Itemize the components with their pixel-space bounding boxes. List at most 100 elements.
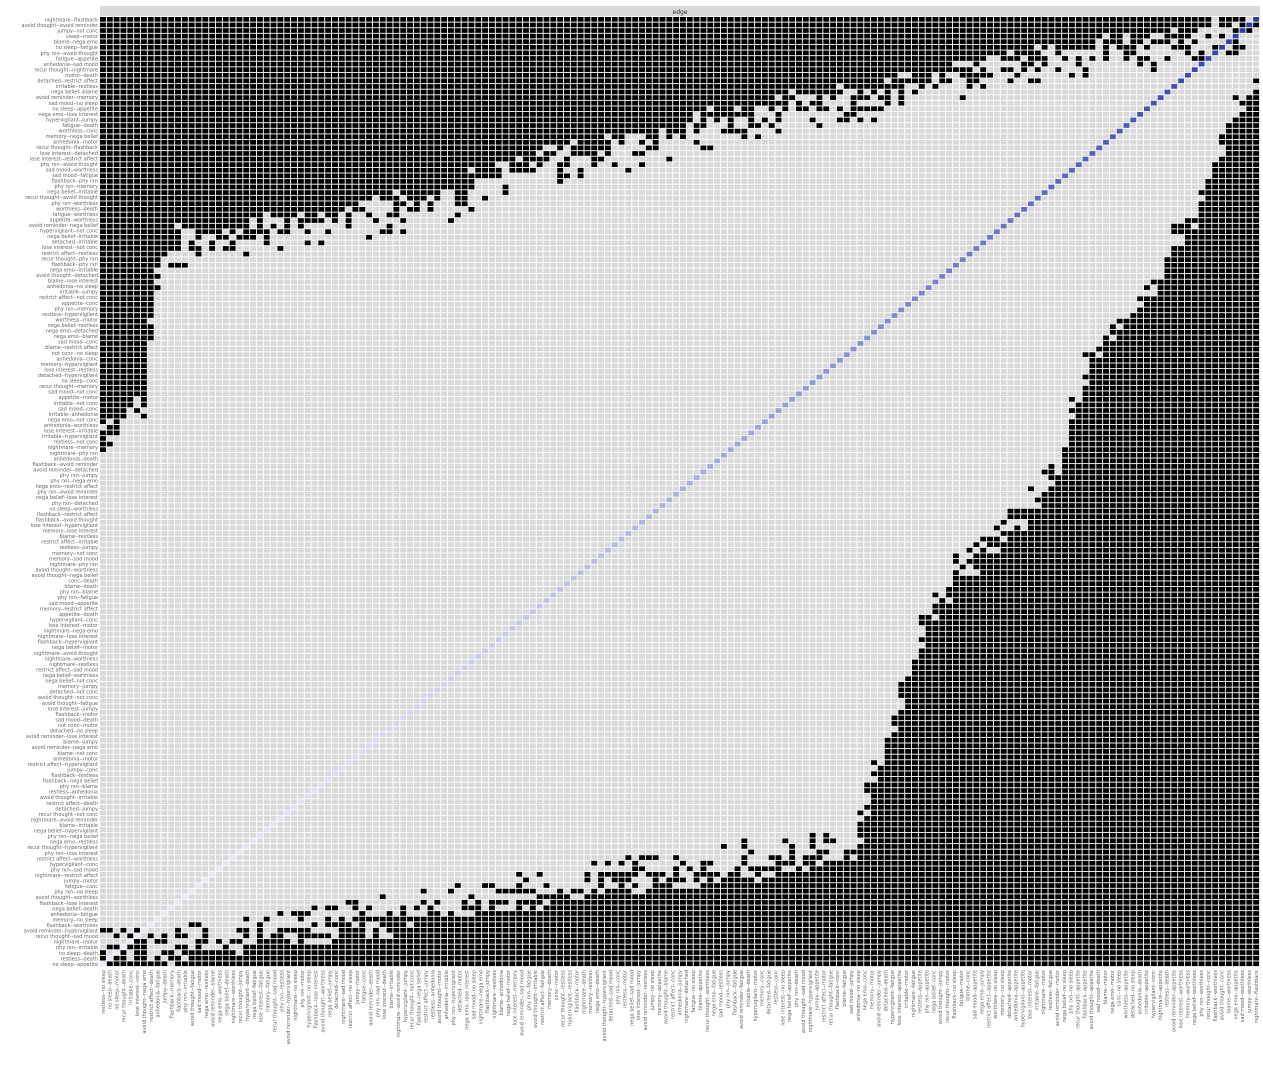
heatmap-cell <box>277 112 283 117</box>
heatmap-cell <box>114 51 120 56</box>
heatmap-cell <box>346 39 352 44</box>
heatmap-cell <box>653 17 659 22</box>
heatmap-cell <box>1117 73 1123 78</box>
heatmap-cell <box>721 84 727 89</box>
heatmap-cell <box>550 78 556 83</box>
heatmap-cell <box>264 84 270 89</box>
heatmap-cell <box>277 90 283 95</box>
heatmap-cell <box>857 34 863 39</box>
heatmap-cell <box>100 112 106 117</box>
heatmap-cell <box>475 62 481 67</box>
heatmap-cell <box>482 67 488 72</box>
heatmap-cell <box>830 45 836 50</box>
heatmap-cell <box>639 95 645 100</box>
heatmap-cell <box>284 106 290 111</box>
heatmap-cell <box>380 95 386 100</box>
heatmap-cell <box>1021 101 1027 106</box>
heatmap-cell <box>878 23 884 28</box>
heatmap-cell <box>939 34 945 39</box>
heatmap-cell <box>530 17 536 22</box>
heatmap-cell <box>796 73 802 78</box>
heatmap-cell <box>776 84 782 89</box>
heatmap-cell <box>373 112 379 117</box>
heatmap-cell <box>516 90 522 95</box>
heatmap-cell <box>912 51 918 56</box>
heatmap-cell <box>687 84 693 89</box>
heatmap-cell <box>864 78 870 83</box>
heatmap-cell <box>134 39 140 44</box>
heatmap-cell <box>939 78 945 83</box>
heatmap-cell <box>414 39 420 44</box>
heatmap-cell <box>250 39 256 44</box>
heatmap-cell <box>994 39 1000 44</box>
heatmap-cell <box>564 62 570 67</box>
heatmap-cell <box>141 106 147 111</box>
heatmap-cell <box>898 67 904 72</box>
heatmap-cell <box>291 73 297 78</box>
heatmap-cell <box>209 95 215 100</box>
heatmap-cell <box>1158 67 1164 72</box>
heatmap-cell <box>428 90 434 95</box>
heatmap-cell <box>735 34 741 39</box>
heatmap-cell <box>134 95 140 100</box>
heatmap-cell <box>687 23 693 28</box>
heatmap-cell <box>898 56 904 61</box>
heatmap-cell <box>830 106 836 111</box>
heatmap-cell <box>980 28 986 33</box>
heatmap-cell <box>1055 84 1061 89</box>
heatmap-cell <box>1137 78 1143 83</box>
heatmap-cell <box>482 23 488 28</box>
heatmap-cell <box>694 23 700 28</box>
heatmap-cell <box>189 101 195 106</box>
heatmap-cell <box>571 34 577 39</box>
heatmap-cell <box>912 106 918 111</box>
heatmap-cell <box>564 73 570 78</box>
heatmap-cell <box>871 23 877 28</box>
heatmap-cell <box>789 45 795 50</box>
heatmap-cell <box>1164 51 1170 56</box>
heatmap-cell <box>1083 95 1089 100</box>
heatmap-cell <box>960 73 966 78</box>
heatmap-cell <box>694 17 700 22</box>
heatmap-cell <box>660 106 666 111</box>
heatmap-cell <box>243 28 249 33</box>
heatmap-cell <box>182 90 188 95</box>
heatmap-cell <box>1130 28 1136 33</box>
heatmap-cell <box>1042 56 1048 61</box>
heatmap-cell <box>1035 51 1041 56</box>
heatmap-cell <box>885 45 891 50</box>
heatmap-cell <box>523 23 529 28</box>
heatmap-cell <box>1021 95 1027 100</box>
heatmap-cell <box>591 56 597 61</box>
heatmap-cell <box>100 23 106 28</box>
heatmap-cell <box>530 78 536 83</box>
heatmap-cell <box>400 45 406 50</box>
heatmap-cell <box>1055 45 1061 50</box>
heatmap-cell <box>1171 62 1177 67</box>
heatmap-cell <box>660 28 666 33</box>
heatmap-cell <box>769 51 775 56</box>
heatmap-cell <box>741 112 747 117</box>
heatmap-cell <box>516 73 522 78</box>
heatmap-cell <box>892 106 898 111</box>
heatmap-cell <box>1083 106 1089 111</box>
heatmap-cell <box>912 62 918 67</box>
heatmap-cell <box>509 84 515 89</box>
heatmap-cell <box>271 62 277 67</box>
heatmap-cell <box>428 23 434 28</box>
heatmap-cell <box>557 106 563 111</box>
heatmap-cell <box>1055 56 1061 61</box>
heatmap-cell <box>1062 78 1068 83</box>
heatmap-cell <box>680 34 686 39</box>
heatmap-cell <box>168 84 174 89</box>
heatmap-cell <box>1137 39 1143 44</box>
heatmap-cell <box>926 28 932 33</box>
heatmap-cell <box>489 17 495 22</box>
heatmap-cell <box>277 56 283 61</box>
heatmap-cell <box>1117 34 1123 39</box>
heatmap-cell <box>120 17 126 22</box>
heatmap-cell <box>482 28 488 33</box>
heatmap-cell <box>489 112 495 117</box>
heatmap-cell <box>509 106 515 111</box>
heatmap-cell <box>735 90 741 95</box>
